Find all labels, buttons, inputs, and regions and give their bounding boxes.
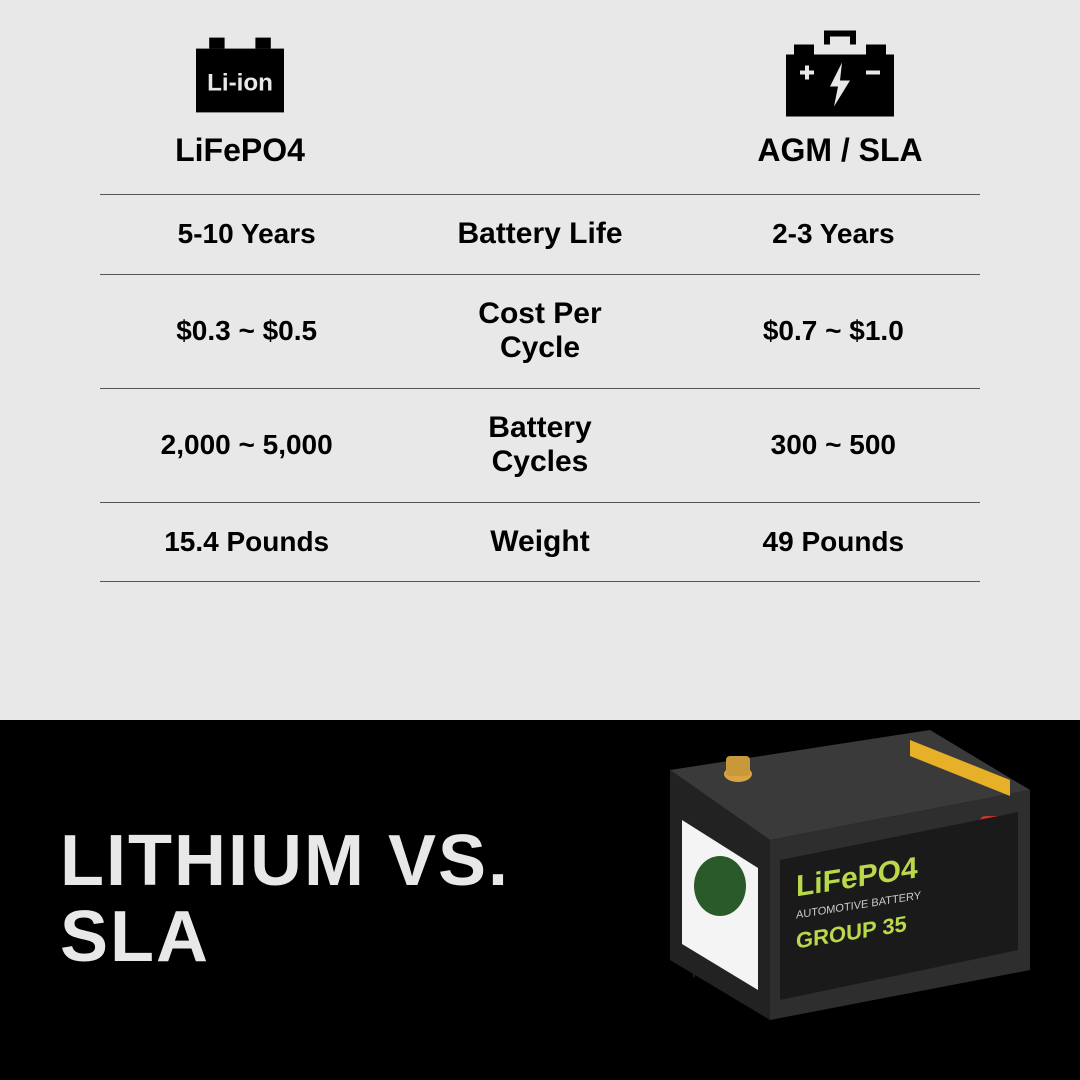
cell-right: 2-3 Years: [687, 218, 980, 250]
icon-text: Li-ion: [207, 69, 273, 96]
comparison-rows: 5-10 YearsBattery Life2-3 Years$0.3 ~ $0…: [100, 194, 980, 582]
column-left-header: Li-ion LiFePO4: [100, 30, 380, 169]
cell-left: 15.4 Pounds: [100, 526, 393, 558]
table-row: 2,000 ~ 5,000BatteryCycles300 ~ 500: [100, 388, 980, 502]
title-section: LITHIUM VS.SLA: [0, 720, 1080, 1080]
column-right-header: AGM / SLA: [700, 30, 980, 169]
li-ion-battery-icon: Li-ion: [180, 30, 300, 120]
table-row: $0.3 ~ $0.5Cost PerCycle$0.7 ~ $1.0: [100, 274, 980, 388]
infographic-root: Li-ion LiFePO4: [0, 0, 1080, 1080]
cell-left: $0.3 ~ $0.5: [100, 315, 393, 347]
column-left-label: LiFePO4: [175, 132, 305, 169]
comparison-table-section: Li-ion LiFePO4: [0, 0, 1080, 720]
cell-left: 5-10 Years: [100, 218, 393, 250]
infographic-title: LITHIUM VS.SLA: [60, 824, 510, 975]
car-battery-icon: [780, 30, 900, 120]
cell-right: 49 Pounds: [687, 526, 980, 558]
column-headers: Li-ion LiFePO4: [100, 30, 980, 169]
cell-metric: BatteryCycles: [393, 411, 686, 480]
cell-right: 300 ~ 500: [687, 429, 980, 461]
table-row: 15.4 PoundsWeight49 Pounds: [100, 502, 980, 583]
cell-metric: Weight: [393, 525, 686, 560]
cell-left: 2,000 ~ 5,000: [100, 429, 393, 461]
cell-right: $0.7 ~ $1.0: [687, 315, 980, 347]
column-right-label: AGM / SLA: [757, 132, 922, 169]
table-row: 5-10 YearsBattery Life2-3 Years: [100, 194, 980, 274]
product-battery-image: LiFePO4 AUTOMOTIVE BATTERY GROUP 35 Powe…: [610, 690, 1050, 1050]
cell-metric: Battery Life: [393, 217, 686, 252]
cell-metric: Cost PerCycle: [393, 297, 686, 366]
